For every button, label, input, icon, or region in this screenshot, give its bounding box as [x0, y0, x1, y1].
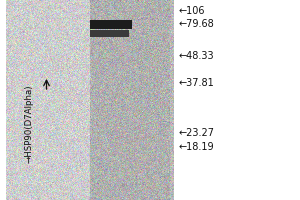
Text: →HSP90(D7Alpha): →HSP90(D7Alpha) — [24, 85, 33, 163]
Text: ←18.19: ←18.19 — [178, 142, 214, 152]
Text: ←79.68: ←79.68 — [178, 19, 214, 29]
Text: ←37.81: ←37.81 — [178, 78, 214, 88]
Text: ←106: ←106 — [178, 6, 205, 16]
Text: ←48.33: ←48.33 — [178, 51, 214, 61]
Text: ←23.27: ←23.27 — [178, 128, 214, 138]
